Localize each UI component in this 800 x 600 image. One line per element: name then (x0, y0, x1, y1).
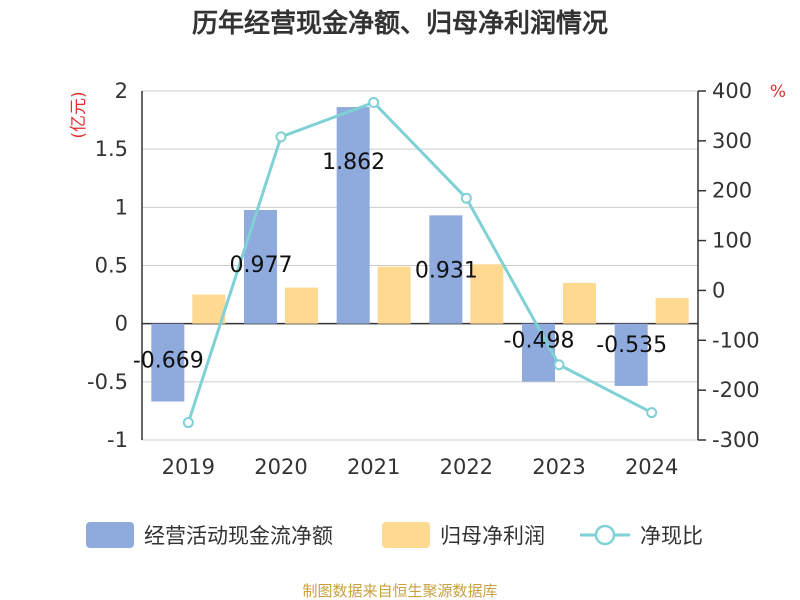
legend-swatch-net-profit (382, 522, 430, 548)
x-axis-ticks: 2019 2020 2021 2022 2023 2024 (162, 455, 679, 479)
bar-value-label: 1.862 (322, 150, 385, 175)
source-note: 制图数据来自恒生聚源数据库 (302, 582, 497, 600)
bar-value-label: -0.535 (596, 333, 667, 358)
legend-label-ratio: 净现比 (640, 524, 703, 548)
right-tick-label: -100 (712, 328, 760, 352)
right-tick-label: 0 (712, 278, 725, 302)
bar-cashflow (336, 107, 370, 324)
bar-net-profit (655, 298, 689, 324)
left-tick-label: 1.5 (95, 137, 128, 161)
right-tick-label: -300 (712, 428, 760, 452)
left-tick-label: 1 (115, 195, 128, 219)
ratio-point (460, 192, 472, 204)
legend-marker-ratio (594, 524, 616, 546)
bar-net-profit (285, 287, 318, 324)
left-tick-label: -0.5 (87, 370, 128, 394)
x-tick-label: 2022 (440, 455, 493, 479)
bar-net-profit (192, 294, 226, 324)
legend-label-cashflow: 经营活动现金流净额 (144, 524, 333, 548)
x-tick-label: 2019 (162, 455, 215, 479)
bar-net-profit (470, 264, 504, 324)
grid-lines (141, 90, 699, 441)
x-tick-label: 2024 (625, 455, 678, 479)
bar-value-label: 0.931 (415, 258, 478, 283)
bar-value-label: -0.498 (504, 329, 575, 354)
data-labels: -0.669 0.977 1.862 0.931 -0.498 -0.535 (133, 150, 667, 373)
bar-cashflow (151, 323, 185, 402)
ratio-point (275, 131, 287, 143)
left-axis-unit: (亿元) (69, 91, 89, 138)
ratio-point (368, 96, 380, 108)
x-tick-label: 2023 (532, 455, 585, 479)
legend-label-net-profit: 归母净利润 (440, 524, 545, 548)
legend-swatch-cashflow (86, 522, 134, 548)
bar-cashflow (429, 215, 463, 324)
bars (151, 107, 689, 402)
bar-cashflow (614, 323, 648, 386)
left-tick-label: 0 (115, 312, 128, 336)
left-axis-ticks: 2 1.5 1 0.5 0 -0.5 -1 (87, 79, 128, 452)
bar-value-label: -0.669 (133, 348, 204, 373)
left-tick-label: 2 (115, 79, 128, 103)
ratio-point (553, 359, 565, 371)
legend: 经营活动现金流净额 归母净利润 净现比 (86, 522, 703, 548)
left-tick-label: 0.5 (95, 254, 128, 278)
bar-net-profit (563, 282, 596, 324)
chart-title: 历年经营现金净额、归母净利润情况 (192, 8, 608, 39)
right-tick-label: 400 (712, 79, 752, 103)
right-tick-label: 100 (712, 229, 752, 253)
bar-net-profit (377, 266, 411, 324)
right-tick-label: 300 (712, 129, 752, 153)
ratio-point (182, 417, 194, 429)
ratio-polyline (186, 100, 653, 424)
right-axis-unit: % (770, 82, 786, 102)
ratio-line (182, 96, 658, 429)
right-tick-label: -200 (712, 378, 760, 402)
right-tick-label: 200 (712, 179, 752, 203)
bar-value-label: 0.977 (230, 253, 293, 278)
x-tick-label: 2021 (347, 455, 400, 479)
right-axis-ticks: 400 300 200 100 0 -100 -200 -300 (698, 79, 760, 452)
bar-cashflow (522, 323, 555, 382)
left-tick-label: -1 (107, 428, 128, 452)
x-tick-label: 2020 (254, 455, 307, 479)
ratio-point (646, 407, 658, 419)
bar-cashflow (244, 210, 277, 324)
